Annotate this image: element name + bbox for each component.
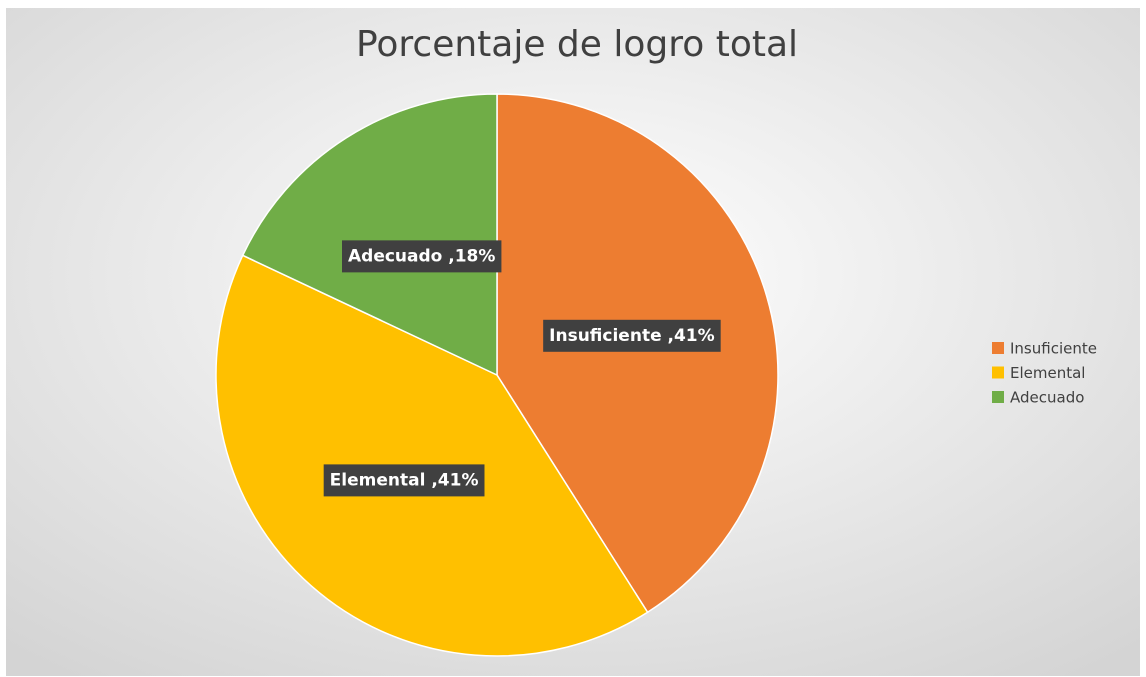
data-label-box — [543, 319, 721, 352]
data-label: Elemental ,41% — [323, 464, 485, 497]
legend-label: Elemental — [1010, 364, 1085, 382]
pie-slice — [215, 254, 649, 657]
data-label: Insuficiente ,41% — [543, 319, 721, 352]
data-label: Adecuado ,18% — [342, 240, 502, 273]
legend-swatch — [992, 391, 1004, 403]
data-label-text: Elemental ,41% — [330, 470, 479, 490]
data-label-box — [342, 240, 502, 273]
legend-label: Adecuado — [1010, 389, 1084, 407]
chart-title: Porcentaje de logro total — [356, 24, 798, 65]
legend-swatch — [992, 366, 1004, 379]
legend-label: Insuficiente — [1010, 340, 1097, 358]
data-label-text: Insuficiente ,41% — [549, 326, 715, 346]
legend-swatch — [992, 342, 1004, 354]
pie-slice — [496, 93, 779, 614]
data-label-text: Adecuado ,18% — [348, 246, 495, 266]
data-label-box — [323, 464, 485, 497]
pie-slice — [241, 93, 498, 377]
